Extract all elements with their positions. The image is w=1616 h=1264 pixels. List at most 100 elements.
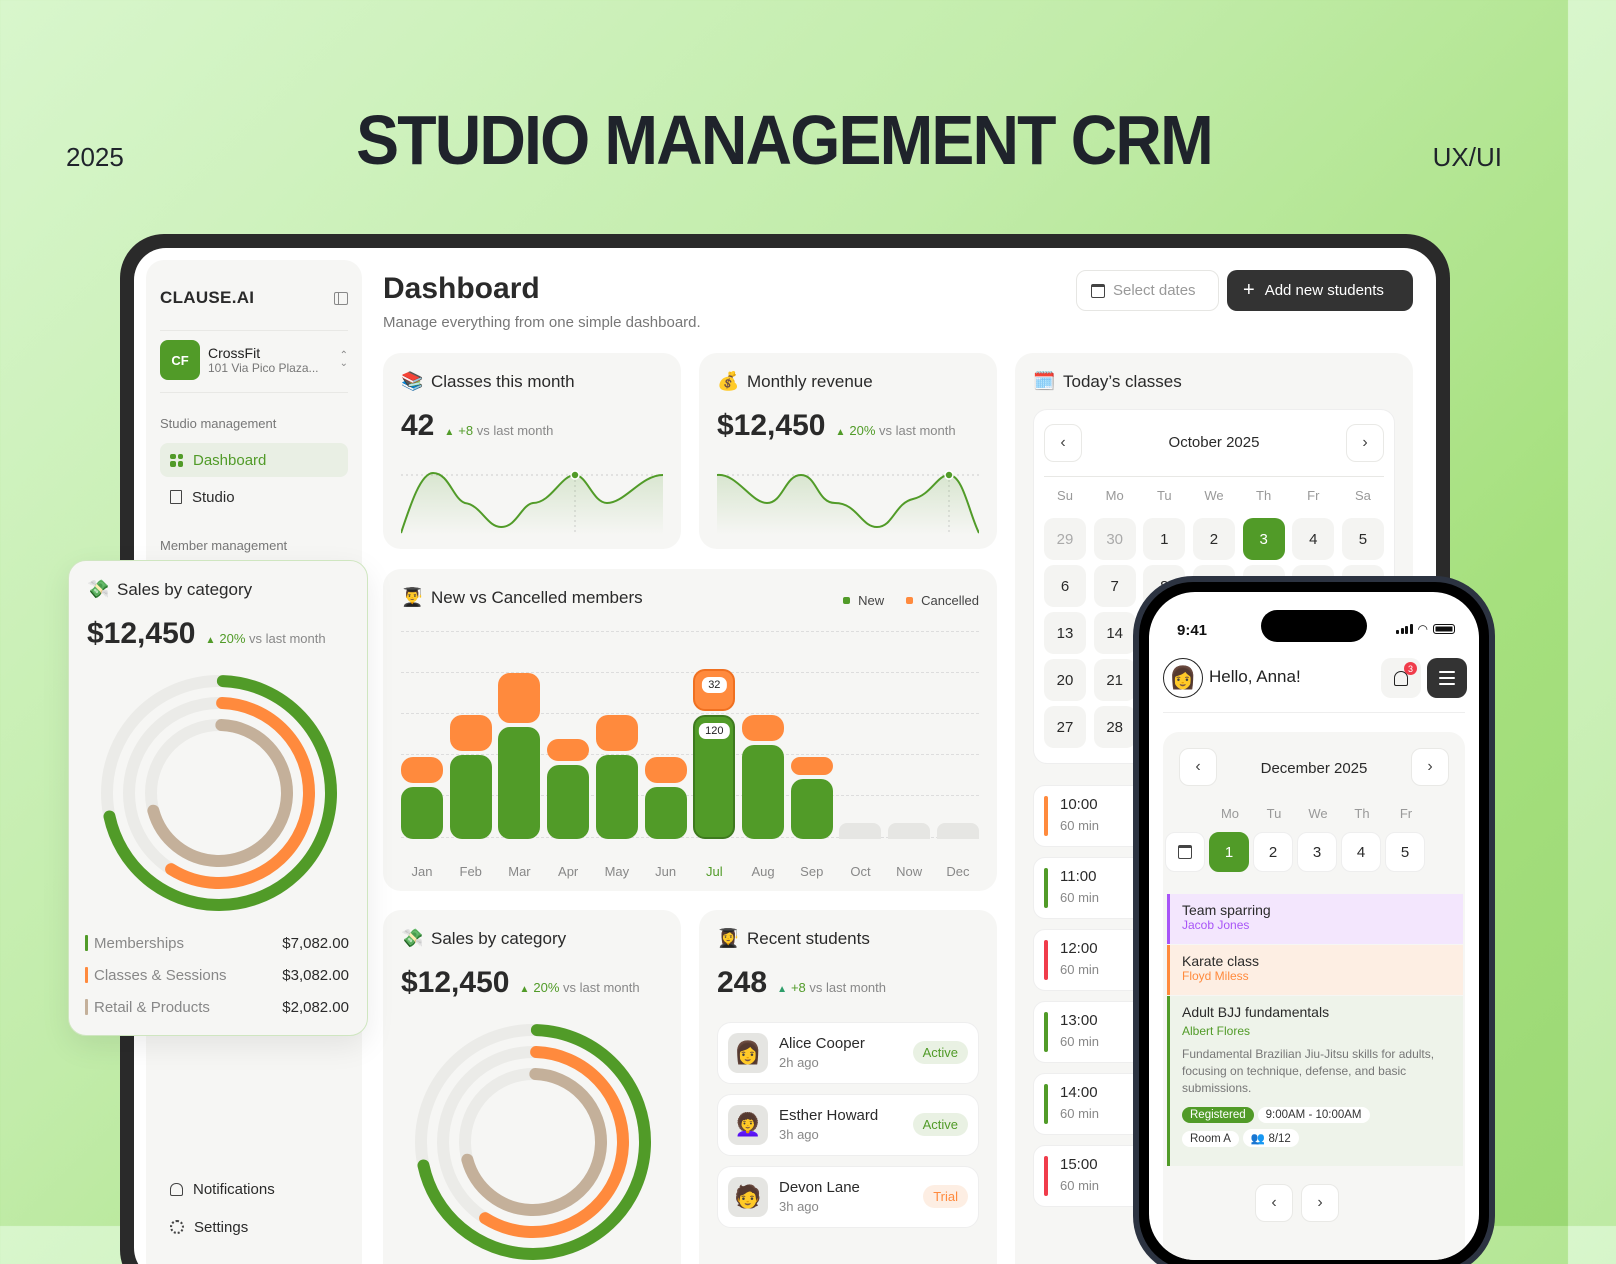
revenue-card: 💰 Monthly revenue $12,450 ▲ 20% vs last mo… <box>699 353 997 549</box>
calendar-day[interactable]: 2 <box>1253 832 1293 872</box>
status-badge: Trial <box>923 1185 968 1208</box>
status-time: 9:41 <box>1177 622 1208 639</box>
calendar-day[interactable]: 13 <box>1044 612 1086 654</box>
avatar: 🧑 <box>728 1177 768 1217</box>
bar-apr[interactable] <box>547 631 590 839</box>
event-card[interactable]: Karate class Floyd Miless <box>1167 945 1463 995</box>
greeting: Hello, Anna! <box>1209 667 1301 686</box>
org-switcher[interactable]: CF CrossFit 101 Via Pico Plaza... ⌃ ⌄ <box>160 340 348 380</box>
avatar: 👩 <box>728 1033 768 1073</box>
calendar-day[interactable]: 7 <box>1093 565 1136 607</box>
calendar-picker-button[interactable] <box>1165 832 1205 872</box>
sales-donut-chart <box>415 1024 651 1260</box>
status-badge: Active <box>912 1041 968 1064</box>
kpi-value: 42 <box>401 409 435 442</box>
student-row[interactable]: 🧑 Devon Lane 3h ago Trial <box>717 1166 979 1228</box>
sidebar-item-studio[interactable]: Studio <box>160 480 348 514</box>
bar-sep[interactable] <box>790 631 833 839</box>
menu-button[interactable] <box>1427 658 1467 698</box>
kpi-delta: 20% <box>219 631 246 646</box>
bar-jun[interactable] <box>644 631 687 839</box>
card-title: Recent students <box>747 928 870 948</box>
calendar-day[interactable]: 3 <box>1297 832 1337 872</box>
event-title: Karate class <box>1182 953 1260 969</box>
week-strip: 1 2 3 4 5 <box>1165 832 1425 872</box>
next-month-button[interactable]: › <box>1346 424 1384 462</box>
calendar-day[interactable]: 6 <box>1044 565 1086 607</box>
calendar-day[interactable]: 21 <box>1093 659 1136 701</box>
kpi-delta-label: vs last month <box>476 423 554 438</box>
calendar-day[interactable]: 30 <box>1093 518 1136 560</box>
org-avatar: CF <box>160 340 200 380</box>
student-row[interactable]: 👩 Alice Cooper 2h ago Active <box>717 1022 979 1084</box>
notifications-button[interactable]: 3 <box>1381 658 1421 698</box>
bar-tooltip: 32 <box>702 677 727 693</box>
event-room: Room A <box>1182 1131 1239 1147</box>
event-time: 9:00AM - 10:00AM <box>1257 1107 1370 1123</box>
calendar-day[interactable]: 28 <box>1093 706 1136 748</box>
bar-chart: 32 120 <box>401 631 979 839</box>
hero-tag: UX/UI <box>1432 142 1502 172</box>
trend-up-icon: ▲ <box>777 984 787 995</box>
calendar-day[interactable]: 4 <box>1292 518 1335 560</box>
event-card-expanded[interactable]: Adult BJJ fundamentals Albert Flores Fun… <box>1167 996 1463 1166</box>
sidebar-item-settings[interactable]: Settings <box>160 1210 348 1244</box>
student-time: 3h ago <box>779 1127 819 1142</box>
select-dates-button[interactable]: Select dates <box>1076 270 1219 311</box>
section-label: Member management <box>160 538 288 553</box>
bar-aug[interactable] <box>742 631 785 839</box>
calendar-day-selected[interactable]: 1 <box>1209 832 1249 872</box>
add-new-students-button[interactable]: + Add new students <box>1227 270 1413 311</box>
calendar-icon <box>1178 845 1192 859</box>
sidebar-item-notifications[interactable]: Notifications <box>160 1172 348 1206</box>
bar-oct[interactable] <box>839 631 882 839</box>
bar-jan[interactable] <box>401 631 443 839</box>
kpi-delta-label: vs last month <box>249 631 326 646</box>
gear-icon <box>170 1220 184 1234</box>
sidebar-toggle-icon[interactable] <box>334 292 348 305</box>
event-card[interactable]: Team sparring Jacob Jones <box>1167 894 1463 944</box>
event-capacity: 👥 8/12 <box>1242 1129 1299 1147</box>
student-icon: 👨‍🎓 <box>401 587 424 607</box>
calendar-day[interactable]: 14 <box>1093 612 1136 654</box>
divider <box>160 392 348 393</box>
bar-nov[interactable] <box>888 631 931 839</box>
kpi-delta-label: vs last month <box>879 423 956 438</box>
prev-month-button[interactable]: ‹ <box>1044 424 1082 462</box>
kpi-delta: +8 <box>790 980 806 995</box>
calendar-day-selected[interactable]: 3 <box>1242 518 1285 560</box>
calendar-day[interactable]: 1 <box>1143 518 1186 560</box>
prev-month-button[interactable]: ‹ <box>1179 748 1217 786</box>
building-icon <box>170 490 182 504</box>
calendar-day[interactable]: 4 <box>1341 832 1381 872</box>
sales-card-floating: 💸 Sales by category $12,450 ▲ 20% vs last … <box>68 560 368 1036</box>
next-page-button[interactable]: › <box>1301 1184 1339 1222</box>
kpi-value: $12,450 <box>401 966 510 999</box>
trend-up-icon: ▲ <box>444 427 455 438</box>
user-avatar[interactable]: 👩 <box>1163 658 1203 698</box>
bar-may[interactable] <box>595 631 638 839</box>
event-instructor: Floyd Miless <box>1182 969 1249 983</box>
calendar-day[interactable]: 5 <box>1341 518 1384 560</box>
student-row[interactable]: 👩‍🦱 Esther Howard 3h ago Active <box>717 1094 979 1156</box>
plus-icon: + <box>1243 279 1255 301</box>
kpi-delta: 20% <box>849 423 876 438</box>
logo: CLAUSE.AI <box>160 288 255 307</box>
calendar-day[interactable]: 29 <box>1044 518 1086 560</box>
calendar-day[interactable]: 2 <box>1192 518 1235 560</box>
bar-jul[interactable]: 32 120 <box>693 631 736 839</box>
calendar-day[interactable]: 27 <box>1044 706 1086 748</box>
bar-dec[interactable] <box>936 631 979 839</box>
bar-feb[interactable] <box>449 631 492 839</box>
phone-frame: 9:41 ◠ 👩 Hello, Anna! 3 ‹ December 2025 … <box>1133 576 1495 1264</box>
card-title: Classes this month <box>431 371 575 391</box>
student-icon: 👩‍🎓 <box>717 928 740 948</box>
nav-label: Studio <box>192 488 235 506</box>
next-month-button[interactable]: › <box>1411 748 1449 786</box>
calendar-day[interactable]: 20 <box>1044 659 1086 701</box>
calendar-day[interactable]: 5 <box>1385 832 1425 872</box>
bar-mar[interactable] <box>498 631 541 839</box>
student-name: Devon Lane <box>779 1179 860 1196</box>
prev-page-button[interactable]: ‹ <box>1255 1184 1293 1222</box>
sidebar-item-dashboard[interactable]: Dashboard <box>160 443 348 477</box>
